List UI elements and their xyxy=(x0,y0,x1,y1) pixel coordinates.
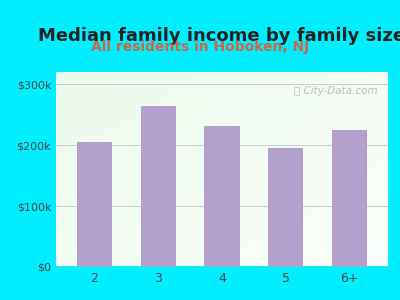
Title: Median family income by family size: Median family income by family size xyxy=(38,27,400,45)
Text: ⓘ City-Data.com: ⓘ City-Data.com xyxy=(294,85,378,96)
Bar xyxy=(77,142,112,267)
Bar xyxy=(140,106,176,267)
Bar xyxy=(204,126,240,267)
Text: All residents in Hoboken, NJ: All residents in Hoboken, NJ xyxy=(91,40,309,53)
Bar xyxy=(332,130,367,267)
Bar xyxy=(268,148,304,267)
